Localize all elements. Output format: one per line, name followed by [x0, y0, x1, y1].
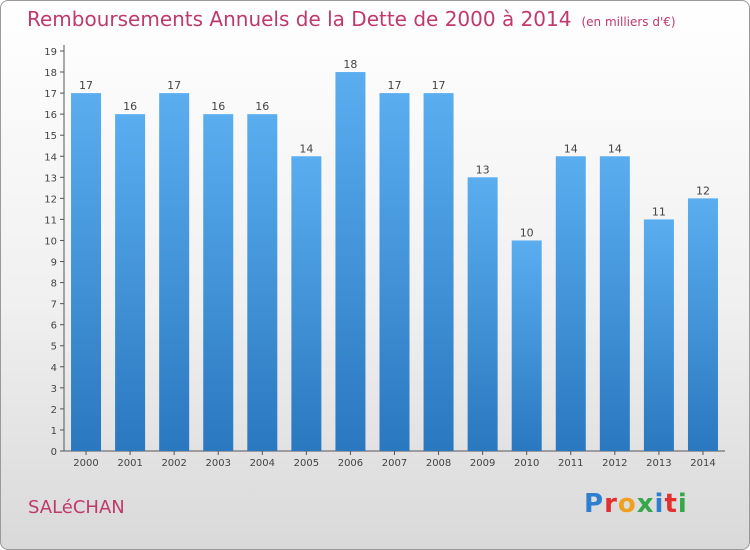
- bar-value-label: 10: [520, 226, 534, 239]
- y-tick-label: 12: [44, 194, 57, 205]
- commune-name: SALéCHAN: [28, 497, 125, 518]
- brand-letter: P: [584, 489, 605, 519]
- brand-letter: o: [617, 489, 637, 519]
- y-tick-label: 17: [44, 89, 57, 100]
- y-tick-label: 14: [44, 152, 57, 163]
- bar: [511, 240, 542, 451]
- x-tick-label: 2010: [514, 458, 539, 469]
- y-tick-label: 1: [51, 426, 57, 437]
- x-tick-label: 2014: [690, 458, 715, 469]
- bar: [643, 219, 674, 451]
- y-tick-label: 5: [51, 342, 57, 353]
- y-tick-label: 2: [51, 405, 57, 416]
- chart-title: Remboursements Annuels de la Dette de 20…: [27, 7, 676, 31]
- bar-value-label: 14: [299, 142, 313, 155]
- y-tick-label: 6: [51, 321, 57, 332]
- bar-value-label: 13: [476, 163, 490, 176]
- bar-value-label: 14: [608, 142, 622, 155]
- proxiti-logo: Proxiti: [584, 489, 688, 519]
- bar-value-label: 16: [211, 100, 225, 113]
- y-tick-label: 13: [44, 173, 57, 184]
- x-tick-label: 2011: [558, 458, 583, 469]
- bar-value-label: 12: [696, 184, 710, 197]
- x-tick-label: 2013: [646, 458, 671, 469]
- bar: [203, 114, 234, 451]
- y-tick-label: 10: [44, 236, 57, 247]
- bar-value-label: 11: [652, 205, 666, 218]
- bar-value-label: 18: [343, 58, 357, 71]
- bar: [423, 93, 454, 452]
- y-tick-label: 19: [44, 47, 57, 58]
- y-tick-label: 18: [44, 68, 57, 79]
- y-tick-label: 4: [51, 363, 57, 374]
- y-tick-label: 16: [44, 110, 57, 121]
- brand-letter: i: [677, 489, 688, 519]
- bar: [159, 93, 190, 452]
- x-tick-label: 2004: [250, 458, 275, 469]
- bar: [71, 93, 102, 452]
- bar: [335, 72, 366, 451]
- bar: [599, 156, 630, 451]
- x-tick-label: 2009: [470, 458, 495, 469]
- brand-letter: x: [636, 489, 655, 519]
- y-tick-label: 15: [44, 131, 57, 142]
- x-tick-label: 2012: [602, 458, 627, 469]
- x-tick-label: 2007: [382, 458, 407, 469]
- x-tick-label: 2002: [161, 458, 186, 469]
- bar: [555, 156, 586, 451]
- brand-letter: r: [604, 489, 618, 519]
- y-tick-label: 8: [51, 279, 57, 290]
- bar-value-label: 14: [564, 142, 578, 155]
- brand-letter: t: [664, 489, 678, 519]
- y-tick-label: 7: [51, 300, 57, 311]
- y-tick-label: 3: [51, 384, 57, 395]
- bar-value-label: 17: [167, 79, 181, 92]
- y-tick-label: 9: [51, 258, 57, 269]
- bar: [687, 198, 718, 451]
- x-tick-label: 2008: [426, 458, 451, 469]
- bar: [467, 177, 498, 451]
- bar: [115, 114, 146, 451]
- bar: [291, 156, 322, 451]
- x-tick-label: 2006: [338, 458, 363, 469]
- y-tick-label: 0: [51, 447, 57, 458]
- x-tick-label: 2005: [294, 458, 319, 469]
- bar-value-label: 17: [79, 79, 93, 92]
- bar-value-label: 17: [432, 79, 446, 92]
- bar: [379, 93, 410, 452]
- x-tick-label: 2000: [73, 458, 98, 469]
- x-tick-label: 2001: [117, 458, 142, 469]
- bar: [247, 114, 278, 451]
- chart-subtitle: (en milliers d'€): [581, 15, 676, 29]
- bar-value-label: 17: [388, 79, 402, 92]
- x-tick-label: 2003: [206, 458, 231, 469]
- y-tick-label: 11: [44, 215, 57, 226]
- brand-letter: i: [654, 489, 665, 519]
- bar-value-label: 16: [255, 100, 269, 113]
- bar-value-label: 16: [123, 100, 137, 113]
